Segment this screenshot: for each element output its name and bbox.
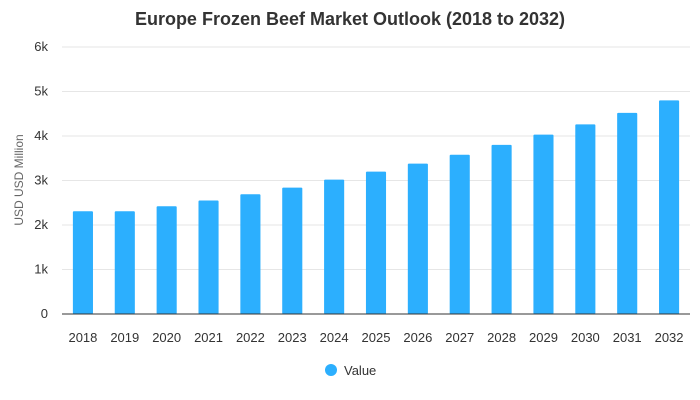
bar-2026[interactable] <box>407 163 428 314</box>
bar-2028[interactable] <box>491 144 512 314</box>
x-tick-label: 2023 <box>278 330 307 345</box>
chart-title: Europe Frozen Beef Market Outlook (2018 … <box>135 9 565 29</box>
legend-marker-value <box>325 364 337 376</box>
x-tick-label: 2028 <box>487 330 516 345</box>
bar-2019[interactable] <box>114 211 135 314</box>
bar-2027[interactable] <box>449 154 470 314</box>
y-tick-label: 2k <box>34 217 48 232</box>
bar-2031[interactable] <box>617 112 638 314</box>
bar-2023[interactable] <box>282 187 303 314</box>
x-tick-label: 2025 <box>362 330 391 345</box>
y-tick-label: 0 <box>41 306 48 321</box>
bar-2022[interactable] <box>240 194 261 314</box>
bars <box>72 100 680 315</box>
x-tick-label: 2019 <box>110 330 139 345</box>
y-tick-label: 5k <box>34 84 48 99</box>
x-tick-label: 2022 <box>236 330 265 345</box>
bar-2020[interactable] <box>156 206 177 314</box>
x-tick-label: 2021 <box>194 330 223 345</box>
bar-2029[interactable] <box>533 134 554 314</box>
bar-2018[interactable] <box>72 211 93 314</box>
x-tick-label: 2020 <box>152 330 181 345</box>
y-tick-label: 6k <box>34 39 48 54</box>
y-axis-title: USD USD Million <box>12 134 26 225</box>
bar-2025[interactable] <box>365 171 387 314</box>
x-tick-label: 2027 <box>445 330 474 345</box>
legend-label-value: Value <box>344 363 376 378</box>
bar-2032[interactable] <box>659 100 680 315</box>
x-tick-label: 2026 <box>403 330 432 345</box>
x-tick-label: 2018 <box>68 330 97 345</box>
y-tick-label: 1k <box>34 262 48 277</box>
x-axis-ticks: 2018 2019 2020 2021 2022 2023 2024 2025 2026 2027… <box>68 330 683 345</box>
x-tick-label: 2032 <box>655 330 684 345</box>
x-tick-label: 2029 <box>529 330 558 345</box>
bar-2024[interactable] <box>324 179 345 314</box>
y-tick-label: 3k <box>34 173 48 188</box>
y-tick-label: 4k <box>34 128 48 143</box>
legend[interactable]: Value <box>325 363 376 378</box>
y-axis-ticks: 0 1k 2k 3k 4k 5k 6k <box>34 39 48 321</box>
x-tick-label: 2030 <box>571 330 600 345</box>
x-tick-label: 2024 <box>320 330 349 345</box>
bar-2021[interactable] <box>198 200 219 314</box>
bar-2030[interactable] <box>575 124 596 315</box>
x-tick-label: 2031 <box>613 330 642 345</box>
